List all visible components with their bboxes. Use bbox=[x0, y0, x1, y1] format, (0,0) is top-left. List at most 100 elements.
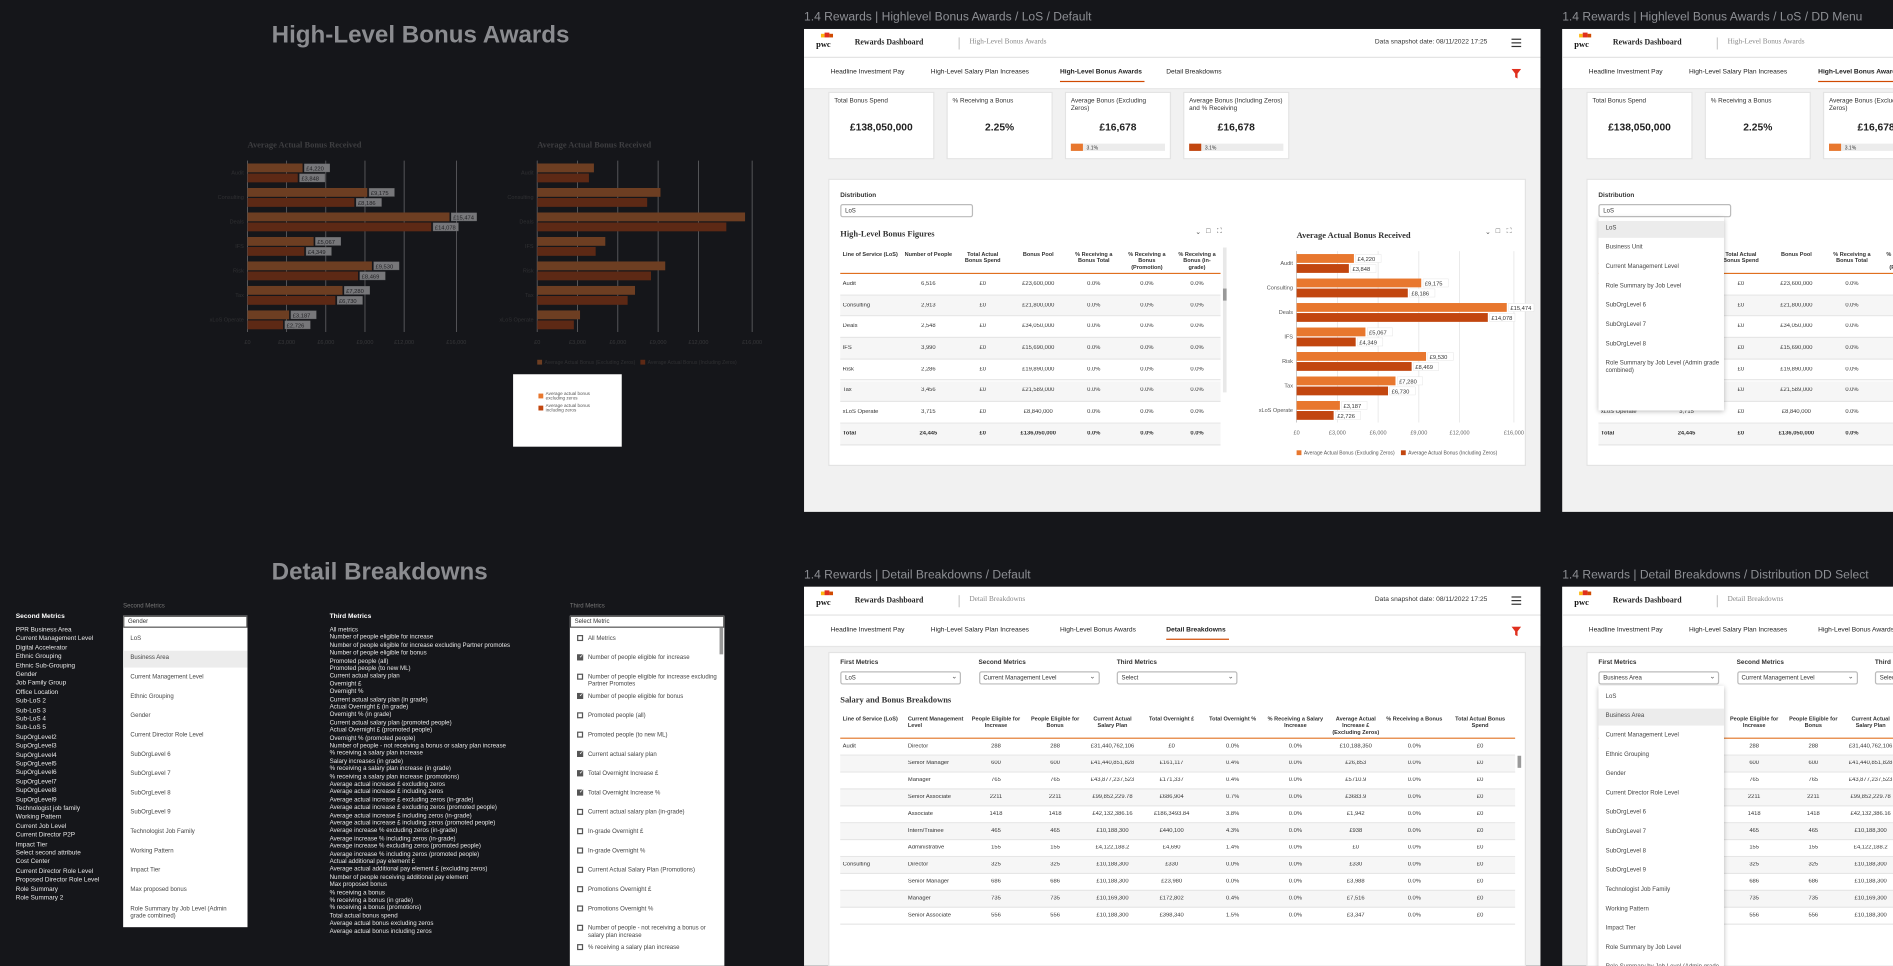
dropdown-option[interactable]: Current Director Role Level bbox=[130, 731, 204, 739]
checkbox-option[interactable]: Promoted people (to new ML) bbox=[587, 731, 668, 739]
checkbox[interactable] bbox=[577, 673, 584, 680]
checkbox[interactable] bbox=[577, 828, 584, 835]
select[interactable] bbox=[1116, 671, 1238, 685]
checkbox[interactable] bbox=[577, 635, 584, 642]
dropdown-option[interactable]: Gender bbox=[130, 712, 151, 720]
dropdown-option[interactable]: SubOrgLevel 8 bbox=[1605, 847, 1646, 855]
menu-icon[interactable] bbox=[1511, 42, 1522, 44]
menu-icon[interactable] bbox=[1511, 38, 1522, 40]
dropdown-option[interactable]: Gender bbox=[1605, 770, 1626, 778]
dropdown-option[interactable]: Max proposed bonus bbox=[130, 886, 187, 894]
dropdown-option[interactable]: LoS bbox=[1605, 224, 1617, 232]
nav-tab[interactable]: High-Level Bonus Awards bbox=[1059, 626, 1136, 634]
checkbox[interactable]: ✓ bbox=[577, 749, 585, 758]
dropdown-option[interactable]: SubOrgLevel 6 bbox=[130, 750, 171, 759]
nav-tab[interactable]: Headline Investment Pay bbox=[1588, 626, 1663, 634]
checkbox[interactable]: ✓ bbox=[577, 692, 585, 700]
menu-icon[interactable] bbox=[1511, 600, 1522, 602]
nav-tab[interactable]: High-Level Bonus Awards bbox=[1818, 626, 1893, 634]
select[interactable] bbox=[840, 204, 974, 218]
dropdown-option[interactable]: SubOrgLevel 9 bbox=[1605, 866, 1646, 875]
panel-icon[interactable]: ⛶ bbox=[1506, 228, 1512, 236]
nav-tab[interactable]: High-Level Bonus Awards bbox=[1059, 68, 1142, 77]
panel-icon[interactable]: ⌄ bbox=[1195, 229, 1202, 237]
checkbox-option[interactable]: Current actual salary plan bbox=[587, 750, 657, 758]
checkbox[interactable] bbox=[577, 924, 584, 931]
dropdown-option[interactable]: SubOrgLevel 6 bbox=[1605, 808, 1646, 817]
panel-icon[interactable]: ⌄ bbox=[1484, 229, 1492, 237]
dropdown-option[interactable]: Current Management Level bbox=[1605, 263, 1679, 271]
dropdown-option[interactable]: Technologist Job Family bbox=[130, 828, 195, 836]
dropdown-option[interactable]: Role Summary by Job Level bbox=[1605, 282, 1682, 290]
nav-tab[interactable]: Headline Investment Pay bbox=[1588, 68, 1663, 77]
dropdown-option[interactable]: SubOrgLevel 6 bbox=[1605, 301, 1646, 310]
checkbox-option[interactable]: Promotions Overnight % bbox=[587, 904, 654, 913]
dropdown-option[interactable]: SubOrgLevel 7 bbox=[1605, 321, 1646, 329]
dropdown-option[interactable]: Technologist Job Family bbox=[1605, 886, 1671, 894]
menu-icon[interactable] bbox=[1511, 596, 1522, 598]
checkbox[interactable] bbox=[577, 905, 584, 912]
checkbox-option[interactable]: Total Overnight Increase % bbox=[587, 788, 661, 797]
dropdown-option[interactable]: Impact Tier bbox=[1605, 924, 1636, 933]
dropdown-option[interactable]: SubOrgLevel 8 bbox=[1605, 340, 1646, 348]
checkbox[interactable] bbox=[577, 712, 584, 719]
filter-icon[interactable] bbox=[1511, 68, 1522, 79]
dropdown-option[interactable]: Working Pattern bbox=[130, 847, 174, 855]
checkbox-option[interactable]: % receiving a salary plan increase bbox=[587, 943, 680, 951]
dropdown-option[interactable]: Business Area bbox=[1605, 712, 1645, 720]
checkbox[interactable] bbox=[577, 886, 584, 893]
checkbox-option[interactable]: Number of people eligible for bonus bbox=[587, 692, 684, 700]
menu-icon[interactable] bbox=[1511, 603, 1522, 605]
checkbox-option[interactable]: Number of people eligible for increase bbox=[587, 653, 690, 661]
checkbox[interactable] bbox=[577, 944, 584, 951]
dropdown-option[interactable]: Role Summary by Job Level (Admin grade c… bbox=[1605, 359, 1720, 375]
nav-tab[interactable]: High-Level Salary Plan Increases bbox=[1688, 68, 1788, 77]
checkbox[interactable]: ✓ bbox=[577, 788, 585, 796]
nav-tab[interactable]: High-Level Salary Plan Increases bbox=[1688, 626, 1788, 634]
dropdown-option[interactable]: Current Director Role Level bbox=[1605, 789, 1679, 797]
checkbox-option[interactable]: Total Overnight Increase £ bbox=[587, 769, 659, 777]
checkbox-option[interactable]: In-grade Overnight £ bbox=[587, 827, 644, 835]
nav-tab[interactable]: High-Level Salary Plan Increases bbox=[930, 626, 1029, 634]
select[interactable] bbox=[1874, 671, 1893, 685]
checkbox[interactable] bbox=[577, 847, 584, 854]
select[interactable] bbox=[1598, 671, 1720, 685]
checkbox-option[interactable]: Promotions Overnight £ bbox=[587, 885, 652, 893]
nav-tab[interactable]: Headline Investment Pay bbox=[830, 626, 905, 634]
nav-tab[interactable]: High-Level Salary Plan Increases bbox=[930, 68, 1029, 77]
dropdown-option[interactable]: Ethnic Grouping bbox=[130, 692, 174, 701]
nav-tab[interactable]: Headline Investment Pay bbox=[830, 68, 905, 77]
select[interactable] bbox=[978, 671, 1100, 685]
panel-icon[interactable]: ⛶ bbox=[1216, 228, 1223, 236]
dropdown-option[interactable]: Current Management Level bbox=[1605, 731, 1679, 739]
filter-icon[interactable] bbox=[1511, 626, 1522, 637]
nav-tab[interactable]: Detail Breakdowns bbox=[1166, 626, 1226, 634]
dropdown-option[interactable]: Working Pattern bbox=[1605, 905, 1649, 913]
dropdown-option[interactable]: LoS bbox=[1605, 692, 1617, 701]
dropdown-option[interactable]: Role Summary by Job Level (Admin grade c… bbox=[130, 905, 227, 920]
checkbox-option[interactable]: Current actual salary plan (in-grade) bbox=[587, 808, 685, 816]
dropdown-option[interactable]: SubOrgLevel 9 bbox=[130, 808, 171, 817]
checkbox-option[interactable]: Promoted people (all) bbox=[587, 711, 646, 719]
nav-tab[interactable]: High-Level Bonus Awards bbox=[1818, 68, 1893, 77]
dropdown-option[interactable]: Impact Tier bbox=[130, 866, 161, 875]
dropdown-option[interactable]: SubOrgLevel 7 bbox=[130, 770, 171, 778]
checkbox-option[interactable]: Current Actual Salary Plan (Promotions) bbox=[587, 866, 695, 874]
dropdown-option[interactable]: Current Management Level bbox=[130, 673, 204, 681]
checkbox[interactable] bbox=[577, 731, 584, 738]
checkbox[interactable]: ✓ bbox=[577, 653, 585, 661]
dropdown-option[interactable]: Business Unit bbox=[1605, 243, 1643, 252]
dropdown-option[interactable]: SubOrgLevel 8 bbox=[130, 789, 171, 797]
dropdown-option[interactable]: Role Summary by Job Level (Admin grade c… bbox=[1606, 963, 1719, 965]
checkbox-option[interactable]: Number of people - not receiving a bonus… bbox=[587, 924, 706, 939]
panel-icon[interactable]: □ bbox=[1206, 228, 1211, 236]
dropdown-option[interactable]: SubOrgLevel 7 bbox=[1605, 828, 1646, 836]
dropdown-option[interactable]: Business Area bbox=[130, 654, 169, 662]
menu-icon[interactable] bbox=[1511, 45, 1522, 48]
checkbox[interactable] bbox=[577, 808, 584, 815]
dropdown-option[interactable]: Ethnic Grouping bbox=[1605, 750, 1649, 759]
select[interactable] bbox=[123, 615, 248, 628]
select[interactable] bbox=[1736, 671, 1858, 685]
checkbox-option[interactable]: Number of people eligible for increase e… bbox=[587, 673, 717, 688]
checkbox-option[interactable]: All Metrics bbox=[587, 634, 616, 642]
